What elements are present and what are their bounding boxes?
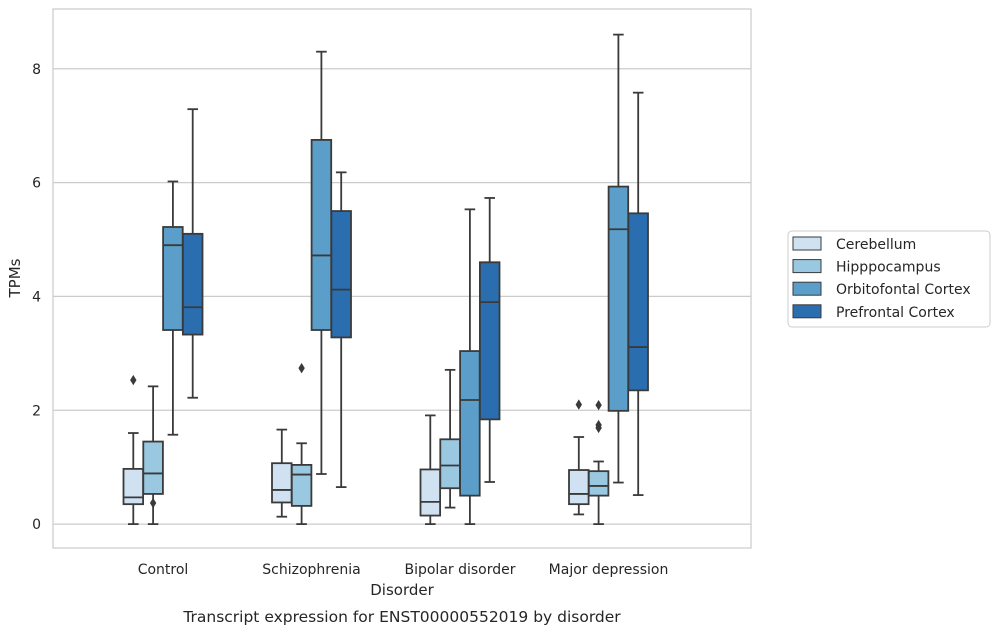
outlier-point: [595, 422, 602, 434]
y-tick-label: 0: [32, 517, 41, 533]
x-tick-label: Bipolar disorder: [404, 562, 515, 578]
plot-area: [52, 8, 752, 549]
box-group: [181, 108, 204, 399]
legend-item: Prefrontal Cortex: [792, 304, 955, 321]
box: [122, 467, 145, 506]
outlier-point: [298, 362, 305, 374]
y-tick-label: 6: [32, 176, 41, 192]
outlier-point: [595, 399, 602, 411]
x-tick-label: Schizophrenia: [262, 562, 360, 578]
box: [419, 468, 442, 517]
box: [330, 210, 352, 339]
box-group: [568, 399, 590, 516]
box: [439, 438, 461, 490]
box-group: [330, 171, 352, 488]
legend-item: Hipppocampus: [792, 259, 941, 276]
x-tick-label: Major depression: [549, 562, 669, 578]
legend-item: Cerebellum: [792, 236, 916, 253]
box: [162, 226, 184, 331]
legend-swatch: [792, 281, 822, 296]
box: [459, 350, 481, 497]
y-tick-label: 2: [32, 403, 41, 419]
box: [142, 440, 164, 495]
box-group: [607, 33, 630, 484]
box: [271, 462, 293, 504]
y-tick-label: 4: [32, 289, 41, 305]
y-axis-title: TPMs: [6, 258, 24, 298]
box-group: [122, 374, 145, 525]
x-tick-label: Control: [138, 562, 189, 578]
y-tick-label: 8: [32, 62, 41, 78]
outlier-point: [149, 497, 157, 509]
legend-swatch: [792, 259, 822, 274]
legend-item: Orbitofontal Cortex: [792, 281, 971, 298]
box: [627, 212, 649, 392]
box: [607, 185, 630, 412]
box: [290, 464, 313, 507]
y-axis-ticks: 0 2 4 6 8: [32, 62, 41, 533]
outlier-point: [575, 399, 583, 410]
box-group: [162, 180, 184, 436]
chart-caption: Transcript expression for ENST0000055201…: [182, 608, 621, 626]
box-group: [478, 197, 501, 483]
legend-label: Orbitofontal Cortex: [836, 282, 971, 298]
box: [181, 232, 204, 336]
box: [568, 469, 590, 506]
box-group: [310, 50, 333, 475]
legend-swatch: [792, 304, 822, 319]
box-group: [419, 414, 442, 525]
x-axis-title: Disorder: [370, 581, 434, 599]
boxes: [122, 33, 649, 525]
box-group: [142, 385, 164, 525]
legend-frame: [787, 230, 991, 328]
box: [587, 470, 610, 497]
legend: Cerebellum Hipppocampus Orbitofontal Corte…: [787, 230, 991, 328]
box-group: [587, 399, 610, 525]
legend-label: Cerebellum: [836, 237, 916, 253]
legend-swatch: [792, 236, 822, 251]
box-group: [459, 208, 481, 525]
box-group: [627, 91, 649, 496]
legend-label: Hipppocampus: [836, 260, 941, 276]
x-axis-ticks: Control Schizophrenia Bipolar disorder Majo…: [138, 562, 669, 578]
legend-label: Prefrontal Cortex: [836, 305, 955, 321]
box-group: [290, 362, 313, 525]
box-group: [439, 368, 461, 509]
box-group: [271, 428, 293, 518]
box: [478, 261, 501, 421]
box: [310, 139, 333, 331]
outlier-point: [130, 374, 137, 386]
